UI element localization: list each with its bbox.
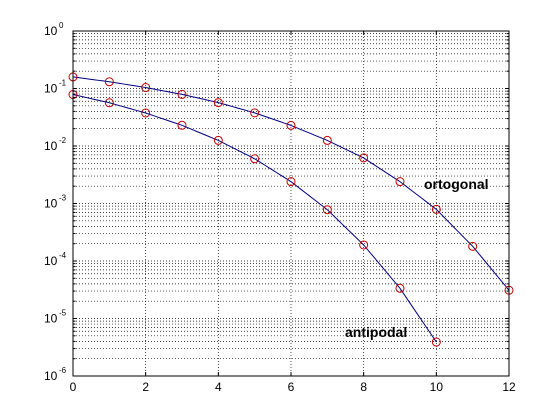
data-point-ortogonal (104, 77, 114, 87)
data-point-ortogonal (177, 89, 187, 99)
label-ortogonal: ortogonal (424, 176, 489, 192)
data-point-antipodal (359, 240, 369, 250)
data-point-ortogonal (468, 241, 478, 251)
x-tick-label: 12 (502, 380, 516, 394)
data-point-antipodal (395, 283, 405, 293)
data-point-ortogonal (286, 120, 296, 130)
data-point-ortogonal (322, 135, 332, 145)
series-line-ortogonal (72, 76, 510, 291)
data-point-ortogonal (359, 153, 369, 163)
x-tick-label: 6 (288, 380, 295, 394)
data-point-ortogonal (395, 177, 405, 187)
y-tick-exponent: -4 (59, 251, 67, 260)
label-antipodal: antipodal (345, 324, 407, 340)
y-tick-label: 10 (44, 369, 58, 383)
data-point-ortogonal (213, 98, 223, 108)
y-tick-label: 10 (44, 24, 58, 38)
y-tick-exponent: -1 (59, 79, 67, 88)
x-tick-label: 4 (215, 380, 222, 394)
data-point-antipodal (286, 177, 296, 187)
y-tick-label: 10 (44, 82, 58, 96)
y-tick-exponent: -3 (59, 194, 67, 203)
y-tick-label: 10 (44, 197, 58, 211)
y-tick-exponent: 0 (59, 21, 64, 30)
data-point-antipodal (250, 154, 260, 164)
data-point-antipodal (431, 337, 441, 347)
y-tick-exponent: -5 (59, 309, 67, 318)
x-tick-label: 8 (360, 380, 367, 394)
y-tick-label: 10 (44, 312, 58, 326)
data-point-antipodal (104, 98, 114, 108)
data-point-antipodal (177, 120, 187, 130)
x-tick-label: 0 (70, 380, 77, 394)
y-tick-exponent: -6 (59, 366, 67, 375)
x-tick-label: 2 (142, 380, 149, 394)
y-tick-label: 10 (44, 139, 58, 153)
x-tick-label: 10 (430, 380, 444, 394)
y-tick-exponent: -2 (59, 136, 67, 145)
data-point-ortogonal (141, 83, 151, 93)
data-point-antipodal (322, 205, 332, 215)
data-point-ortogonal (431, 204, 441, 214)
data-point-ortogonal (250, 108, 260, 118)
y-tick-label: 10 (44, 254, 58, 268)
series-line-antipodal (72, 94, 437, 343)
data-point-antipodal (213, 135, 223, 145)
data-point-antipodal (141, 108, 151, 118)
